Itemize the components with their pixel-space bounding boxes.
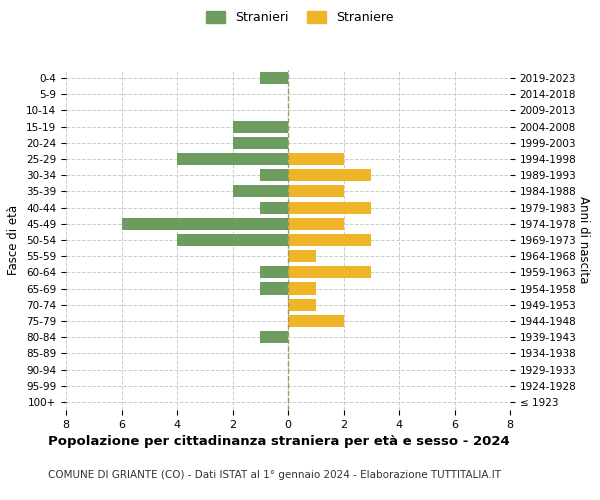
Bar xyxy=(260,331,288,343)
Y-axis label: Anni di nascita: Anni di nascita xyxy=(577,196,590,284)
Bar xyxy=(233,120,288,132)
Bar xyxy=(260,72,288,84)
Bar xyxy=(288,298,316,311)
Text: COMUNE DI GRIANTE (CO) - Dati ISTAT al 1° gennaio 2024 - Elaborazione TUTTITALIA: COMUNE DI GRIANTE (CO) - Dati ISTAT al 1… xyxy=(48,470,501,480)
Bar xyxy=(260,266,288,278)
Bar xyxy=(260,282,288,294)
Bar xyxy=(288,218,343,230)
Bar xyxy=(233,137,288,149)
Bar xyxy=(233,186,288,198)
Bar xyxy=(288,202,371,213)
Bar xyxy=(177,234,288,246)
Bar xyxy=(288,282,316,294)
Bar xyxy=(288,250,316,262)
Y-axis label: Fasce di età: Fasce di età xyxy=(7,205,20,275)
Legend: Stranieri, Straniere: Stranieri, Straniere xyxy=(202,6,398,29)
Bar xyxy=(177,153,288,165)
Bar xyxy=(288,186,343,198)
Bar xyxy=(288,315,343,327)
Bar xyxy=(288,169,371,181)
Bar xyxy=(288,153,343,165)
Bar xyxy=(260,169,288,181)
Bar xyxy=(260,202,288,213)
Bar xyxy=(288,234,371,246)
Bar xyxy=(121,218,288,230)
Bar xyxy=(288,266,371,278)
Text: Popolazione per cittadinanza straniera per età e sesso - 2024: Popolazione per cittadinanza straniera p… xyxy=(48,435,510,448)
